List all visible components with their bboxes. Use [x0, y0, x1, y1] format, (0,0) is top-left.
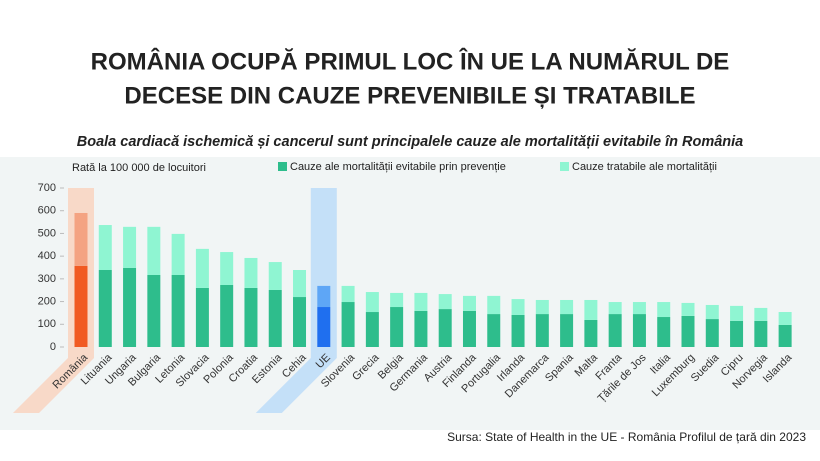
highlight-band	[13, 188, 94, 413]
bar-segment	[608, 314, 622, 347]
bar-segment	[754, 320, 768, 347]
bar-segment	[195, 287, 209, 347]
bar-segment	[171, 274, 185, 347]
highlight-band	[255, 188, 337, 413]
source-note: Sursa: State of Health in the UE - Român…	[447, 430, 806, 444]
bar-segment	[778, 324, 792, 347]
chart-title: ROMÂNIA OCUPĂ PRIMUL LOC ÎN UE LA NUMĂRU…	[91, 47, 730, 75]
bar-segment	[535, 299, 549, 315]
y-tick-label: 0	[50, 341, 56, 353]
bar-segment	[657, 302, 671, 318]
bar-segment	[317, 307, 331, 347]
bar-segment	[341, 285, 355, 303]
bar-segment	[293, 269, 307, 298]
bar-segment	[584, 319, 598, 347]
bar-segment	[244, 257, 258, 288]
bar-segment	[632, 314, 646, 347]
legend-swatch	[278, 162, 287, 171]
legend-label: Cauze ale mortalității evitabile prin pr…	[290, 161, 506, 173]
bar-segment	[705, 319, 719, 347]
bar-segment	[462, 295, 476, 311]
bar-segment	[730, 305, 744, 321]
y-tick-label: 100	[38, 318, 56, 330]
bar-segment	[414, 292, 428, 311]
bar-segment	[98, 269, 112, 347]
bar-segment	[584, 299, 598, 320]
bar-segment	[268, 289, 282, 347]
bar-segment	[438, 294, 452, 310]
bar-segment	[511, 314, 525, 347]
bar-segment	[147, 226, 161, 275]
chart-subtitle: Boala cardiacă ischemică și cancerul sun…	[77, 134, 743, 150]
bar-segment	[462, 310, 476, 347]
bar-segment	[268, 262, 282, 290]
bar-segment	[657, 317, 671, 347]
bar-segment	[511, 299, 525, 315]
bar-segment	[123, 226, 137, 268]
bar-segment	[341, 302, 355, 347]
y-tick-label: 300	[38, 273, 56, 285]
legend-swatch	[560, 162, 569, 171]
bar-segment	[414, 310, 428, 347]
y-tick-label: 600	[38, 205, 56, 217]
bar-segment	[487, 314, 501, 347]
bar-segment	[681, 315, 695, 347]
plot-background	[0, 157, 820, 430]
bar-segment	[560, 314, 574, 347]
y-tick-label: 400	[38, 250, 56, 262]
bar-segment	[535, 314, 549, 347]
bar-segment	[98, 225, 112, 270]
bar-segment	[123, 267, 137, 347]
bar-segment	[293, 297, 307, 347]
bar-segment	[365, 292, 379, 313]
y-axis-label: Rată la 100 000 de locuitori	[72, 162, 206, 174]
y-tick-label: 500	[38, 227, 56, 239]
bar-segment	[487, 295, 501, 315]
bar-segment	[730, 320, 744, 347]
bar-segment	[365, 312, 379, 347]
bar-segment	[244, 287, 258, 347]
bar-segment	[220, 284, 234, 347]
legend-label: Cauze tratabile ale mortalității	[572, 161, 717, 173]
bar-segment	[632, 302, 646, 315]
bar-segment	[754, 307, 768, 321]
bar-segment	[681, 302, 695, 316]
bar-segment	[220, 252, 234, 285]
bar-segment	[390, 307, 404, 347]
y-tick-label: 700	[38, 182, 56, 194]
bar-segment	[778, 312, 792, 325]
bar-segment	[147, 274, 161, 347]
bar-segment	[608, 302, 622, 315]
chart-title: DECESE DIN CAUZE PREVENIBILE ȘI TRATABIL…	[124, 82, 695, 109]
bar-segment	[705, 304, 719, 320]
bar-segment	[171, 233, 185, 275]
bar-segment	[438, 309, 452, 347]
bar-segment	[560, 299, 574, 315]
bar-segment	[74, 265, 88, 347]
y-tick-label: 200	[38, 295, 56, 307]
bar-segment	[74, 212, 88, 266]
bar-segment	[317, 285, 331, 308]
bar-segment	[390, 292, 404, 308]
bar-segment	[195, 248, 209, 288]
